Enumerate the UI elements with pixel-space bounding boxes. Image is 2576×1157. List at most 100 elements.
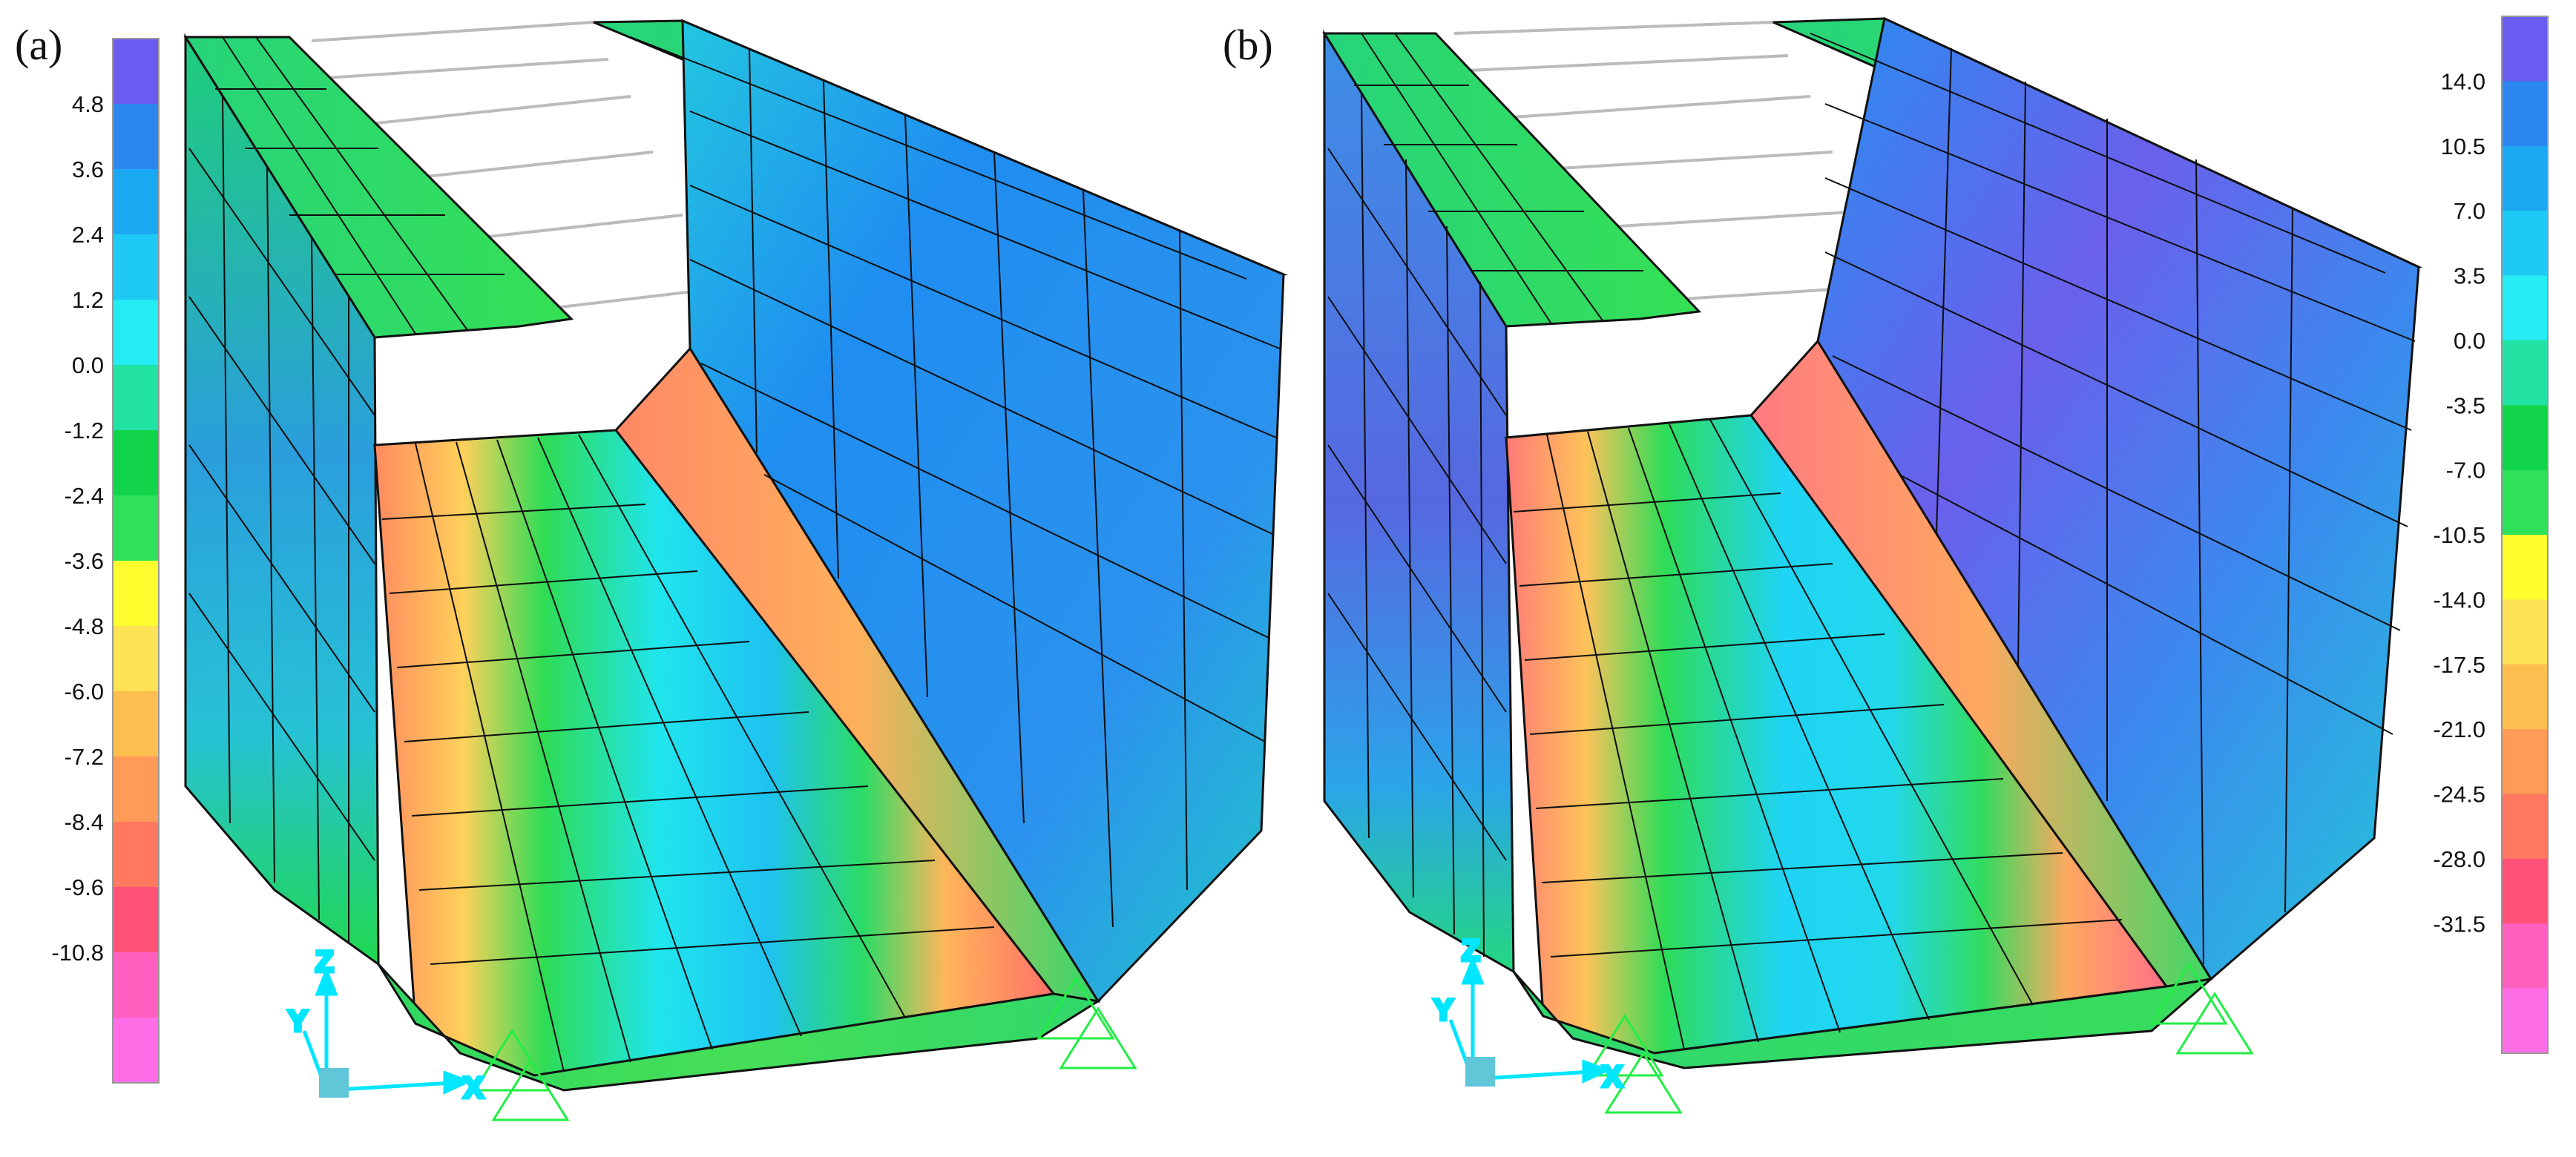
support-icon: [2149, 962, 2228, 1025]
mesh-lines-a: [188, 36, 1281, 1072]
legend-tick-label: 4.8: [72, 91, 104, 117]
right-wall: [681, 19, 1285, 1003]
support-icon: [1059, 1006, 1137, 1069]
legend-color-band: [113, 822, 159, 888]
legend-color-band: [2502, 16, 2548, 82]
support-icon: [1604, 1051, 1683, 1114]
legend-tick-label: 1.2: [72, 287, 104, 313]
legend-frame: [2501, 16, 2549, 1054]
legend-color-band: [113, 300, 159, 366]
legend-b-tick-labels: 14.0 10.5 7.0 3.5 0.0 -3.5 -7.0 -10.5 -14.0 -17.5…: [2433, 68, 2485, 937]
legend-tick-label: -3.5: [2446, 392, 2485, 418]
legend-color-band: [113, 1018, 159, 1084]
axis-y-label: Y: [1433, 994, 1453, 1026]
panel-a-axis-triad: Z Y X: [286, 944, 486, 1107]
legend-color-band: [2502, 81, 2548, 147]
right-wall: [1816, 16, 2420, 981]
panel-b-axis-triad: Z Y X: [1432, 933, 1625, 1095]
legend-color-band: [2502, 729, 2548, 794]
legend-tick-label: 0.0: [72, 352, 104, 378]
panel-a: (a) 4.8 3.6 2.4 1.2 0.0 -1.2 -2.4 -3.6 -4.8 -6.0 -…: [15, 19, 1288, 1121]
legend-tick-label: -2.4: [65, 483, 104, 509]
legend-color-band: [2502, 405, 2548, 471]
panel-b: (b) 14.0 10.5 7.0 3.5 0.0 -3.5 -7.0 -10.5 -14.0 -…: [1223, 16, 2549, 1114]
legend-a-color-bands: [112, 38, 160, 1084]
panel-a-label: (a): [15, 21, 62, 69]
legend-color-band: [2502, 145, 2548, 211]
support-icon: [491, 1058, 570, 1121]
legend-tick-label: -28.0: [2433, 846, 2485, 872]
legend-color-band: [113, 169, 159, 235]
legend-color-band: [2502, 340, 2548, 406]
front-end-face: [1512, 971, 2215, 1069]
support-icon: [1586, 1014, 1664, 1077]
axis-z-label: Z: [315, 946, 333, 978]
legend-color-band: [113, 104, 159, 170]
panel-a-color-legend: 4.8 3.6 2.4 1.2 0.0 -1.2 -2.4 -3.6 -4.8 -6.0 -7.2 -…: [51, 38, 160, 1084]
legend-color-band: [2502, 535, 2548, 600]
legend-tick-label: 2.4: [72, 222, 104, 248]
supports-a: [473, 977, 1137, 1121]
legend-color-band: [113, 952, 159, 1018]
legend-tick-label: -7.0: [2446, 458, 2485, 484]
legend-color-band: [2502, 469, 2548, 535]
front-end-face: [377, 963, 1102, 1092]
legend-color-band: [113, 365, 159, 431]
legend-tick-label: 3.5: [2454, 263, 2485, 289]
axis-x-label: X: [464, 1072, 484, 1104]
legend-color-band: [113, 561, 159, 627]
legend-tick-label: 10.5: [2441, 134, 2485, 159]
support-icon: [2175, 992, 2254, 1055]
legend-color-band: [113, 887, 159, 953]
legend-color-band: [2502, 599, 2548, 665]
legend-frame: [112, 38, 160, 1084]
legend-tick-label: 0.0: [2454, 328, 2485, 354]
legend-tick-label: -1.2: [65, 418, 104, 444]
legend-color-band: [113, 691, 159, 757]
legend-color-band: [2502, 988, 2548, 1054]
legend-tick-label: -21.0: [2433, 716, 2485, 742]
legend-color-band: [2502, 923, 2548, 989]
legend-color-band: [113, 756, 159, 823]
legend-tick-label: -10.8: [51, 940, 104, 966]
legend-tick-label: 14.0: [2441, 68, 2485, 94]
legend-tick-label: -4.8: [65, 613, 104, 639]
mesh-lines-b: [1327, 33, 2416, 1050]
legend-tick-label: -17.5: [2433, 652, 2485, 678]
legend-tick-label: -3.6: [65, 548, 104, 574]
legend-color-band: [113, 626, 159, 692]
legend-a-tick-labels: 4.8 3.6 2.4 1.2 0.0 -1.2 -2.4 -3.6 -4.8 -6.0 -7.2 -…: [51, 91, 104, 966]
supports-b: [1586, 962, 2254, 1114]
legend-color-band: [2502, 275, 2548, 341]
legend-color-band: [113, 39, 159, 105]
legend-tick-label: -9.6: [65, 874, 104, 900]
legend-tick-label: 7.0: [2454, 198, 2485, 224]
legend-tick-label: -7.2: [65, 744, 104, 770]
axis-z-label: Z: [1462, 934, 1479, 967]
legend-color-band: [2502, 664, 2548, 730]
legend-color-band: [2502, 794, 2548, 860]
legend-tick-label: -8.4: [65, 809, 104, 835]
legend-color-band: [2502, 858, 2548, 924]
axis-y-label: Y: [288, 1005, 308, 1038]
support-icon: [1036, 977, 1115, 1040]
left-wall: [1323, 29, 1515, 974]
legend-color-band: [113, 430, 159, 496]
panel-b-color-legend: 14.0 10.5 7.0 3.5 0.0 -3.5 -7.0 -10.5 -14.0 -17.5…: [2433, 16, 2549, 1054]
left-wall: [184, 33, 380, 966]
axis-x-label: X: [1603, 1061, 1623, 1093]
legend-tick-label: 3.6: [72, 156, 104, 182]
panel-b-label: (b): [1223, 21, 1273, 69]
legend-tick-label: -24.5: [2433, 782, 2485, 808]
legend-color-band: [113, 495, 159, 561]
legend-tick-label: -14.0: [2433, 587, 2485, 613]
legend-tick-label: -10.5: [2433, 522, 2485, 548]
legend-b-color-bands: [2501, 16, 2549, 1054]
panel-a-channel-model: [183, 19, 1288, 1121]
legend-color-band: [113, 234, 159, 300]
legend-color-band: [2502, 211, 2548, 276]
legend-tick-label: -6.0: [65, 679, 104, 705]
panel-b-channel-model: [1322, 16, 2422, 1114]
